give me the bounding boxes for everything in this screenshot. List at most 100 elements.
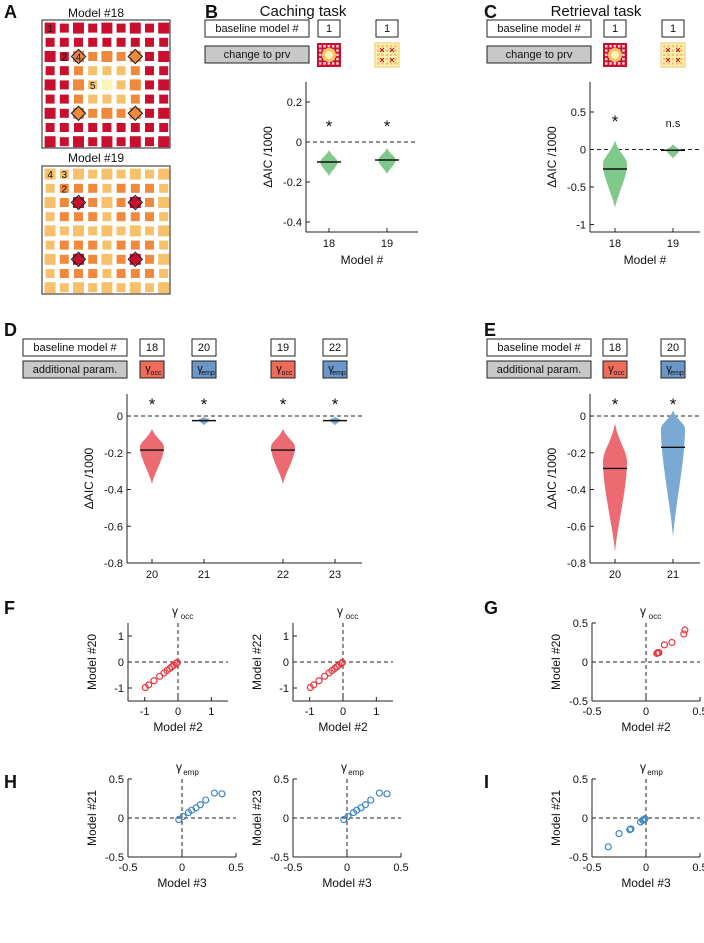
- grid-cell: [73, 197, 84, 208]
- prv-icon-cross: [675, 47, 681, 53]
- x-tick-label: 19: [667, 238, 679, 250]
- prv-icon-dot: [394, 57, 397, 61]
- grid-cell: [45, 240, 55, 250]
- y-tick-label: -0.5: [569, 852, 588, 864]
- grid-cell: [116, 198, 126, 207]
- panel-label-f: F: [4, 598, 15, 618]
- y-axis-label: Model #23: [250, 790, 264, 846]
- data-point: [156, 672, 164, 680]
- grid-cell: [74, 37, 83, 47]
- grid-cell: [73, 79, 84, 91]
- prv-icon-dot: [667, 45, 670, 48]
- grid-cell: [44, 22, 56, 34]
- data-point: [641, 815, 649, 823]
- x-tick-label: 19: [381, 238, 393, 250]
- grid-cell: [88, 37, 98, 47]
- x-axis-label: Model #3: [322, 876, 372, 890]
- param-box: [660, 360, 686, 379]
- grid-cell: [116, 137, 126, 147]
- e-baseline-label: baseline model #: [497, 342, 581, 354]
- data-point: [337, 659, 345, 668]
- y-axis-label: Model #20: [85, 634, 99, 690]
- violin-18: [603, 140, 627, 208]
- x-tick-label: 20: [146, 569, 158, 581]
- baseline-value: 18: [609, 342, 621, 354]
- y-tick-label: 0: [580, 145, 586, 157]
- prv-icon-dot: [389, 45, 393, 48]
- b-baseline-value: 1: [326, 23, 332, 35]
- param-symbol: γ: [666, 363, 672, 375]
- grid-cell: [88, 94, 98, 104]
- x-tick-label: 21: [667, 569, 679, 581]
- grid-cell: [145, 37, 154, 47]
- baseline-box: [322, 338, 348, 357]
- prv-icon-dot: [605, 57, 608, 61]
- baseline-box: [139, 338, 165, 357]
- b-baseline-box: [317, 19, 341, 38]
- grid-cell: [129, 282, 141, 294]
- grid-cell: [158, 282, 170, 294]
- data-point: [150, 677, 158, 685]
- prv-icon-dot: [377, 53, 380, 57]
- baseline-value: 20: [198, 342, 210, 354]
- significance-marker: *: [332, 395, 339, 414]
- y-tick-label: -0.5: [567, 182, 586, 194]
- prv-icon-dot: [381, 62, 384, 65]
- significance-marker: *: [149, 395, 156, 414]
- grid-label: 4: [47, 170, 53, 181]
- grid-cell: [88, 137, 98, 147]
- param-subscript: emp: [201, 370, 215, 377]
- x-axis-label: Model #2: [153, 720, 203, 734]
- prv-icon-dot: [622, 53, 625, 57]
- baseline-box: [660, 338, 686, 357]
- grid-cell: [145, 108, 154, 118]
- param-subscript: occ: [282, 370, 293, 377]
- chart-title-subscript: emp: [183, 768, 199, 777]
- chart-title-subscript: occ: [181, 612, 193, 621]
- prv-icon-dot: [663, 53, 666, 57]
- grid-cell: [45, 66, 55, 76]
- grid-cell: [74, 269, 83, 278]
- grid-cell: [129, 225, 141, 237]
- grid-cell: [116, 37, 126, 47]
- grid-cell: [88, 183, 98, 193]
- data-point: [145, 681, 153, 689]
- prv-icon-dot: [675, 53, 679, 57]
- chart-title-subscript: occ: [649, 612, 661, 621]
- grid-cell: [101, 197, 113, 208]
- x-tick-label: 0: [643, 706, 649, 718]
- grid-cell: [59, 37, 69, 47]
- grid-cell: [45, 269, 55, 278]
- y-tick-label: 0.2: [287, 97, 302, 109]
- panel-label-a: A: [4, 2, 17, 22]
- y-tick-label: 0: [118, 657, 124, 669]
- grid-cell: [158, 168, 170, 180]
- prv-icon-dot: [319, 62, 322, 65]
- prv-icon-dot: [319, 45, 322, 48]
- grid-cell: [44, 225, 56, 237]
- x-tick-label: -1: [305, 706, 315, 718]
- chart-title-subscript: emp: [647, 768, 663, 777]
- chart-title: γ: [640, 760, 646, 774]
- prv-icon-dot: [680, 57, 683, 61]
- grid-cell: [74, 66, 83, 76]
- significance-marker: *: [280, 395, 287, 414]
- prv-icon-cross: [675, 57, 681, 63]
- grid-cell: [158, 225, 170, 237]
- grid-label: 2: [62, 53, 68, 64]
- chart-title: γ: [341, 760, 347, 774]
- grid-cell: [158, 197, 170, 208]
- data-point: [179, 812, 187, 821]
- baseline-value: 18: [146, 342, 158, 354]
- grid-cell: [73, 282, 84, 294]
- prv-icon-dot: [663, 57, 666, 61]
- c-baseline-label: baseline model #: [497, 23, 581, 35]
- grid-cell: [145, 254, 154, 264]
- prv-icon-dot: [377, 45, 380, 48]
- grid-cell: [59, 137, 69, 147]
- significance-marker: *: [384, 117, 391, 136]
- data-point: [655, 649, 663, 657]
- violin-18: [320, 150, 338, 176]
- param-symbol: γ: [276, 363, 282, 375]
